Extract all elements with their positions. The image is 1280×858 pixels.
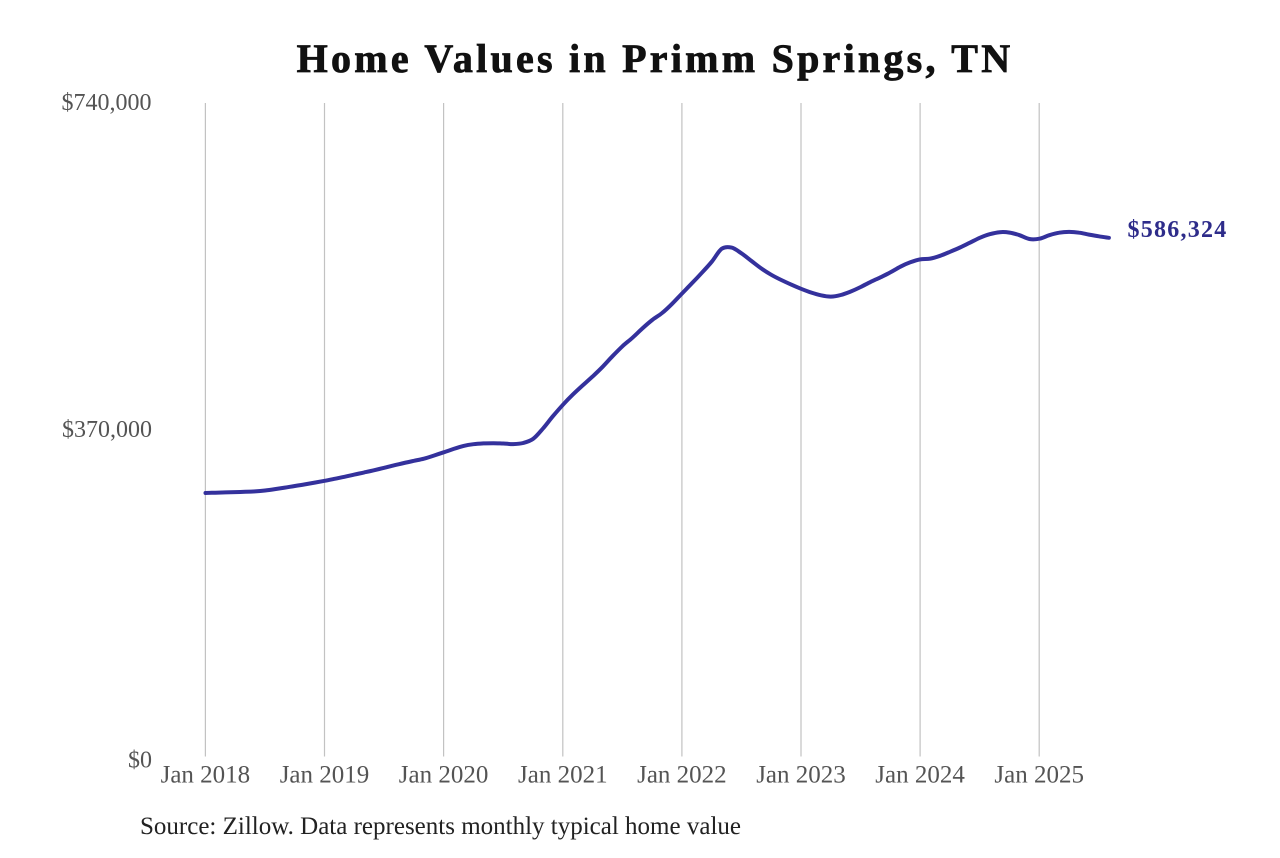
- svg-text:Jan 2021: Jan 2021: [518, 762, 608, 789]
- svg-text:Jan 2025: Jan 2025: [994, 762, 1084, 789]
- svg-text:Jan 2023: Jan 2023: [756, 762, 846, 789]
- svg-text:$370,000: $370,000: [62, 417, 152, 443]
- svg-text:Jan 2024: Jan 2024: [875, 762, 965, 789]
- svg-text:$0: $0: [128, 748, 152, 774]
- svg-text:Jan 2020: Jan 2020: [399, 762, 489, 789]
- svg-text:$740,000: $740,000: [62, 90, 152, 116]
- svg-text:Jan 2018: Jan 2018: [161, 762, 251, 789]
- svg-text:Jan 2022: Jan 2022: [637, 762, 727, 789]
- svg-text:Source: Zillow. Data represent: Source: Zillow. Data represents monthly …: [140, 813, 741, 840]
- svg-text:Home Values in Primm Springs,: Home Values in Primm Springs, TN: [297, 36, 1014, 81]
- svg-text:$586,324: $586,324: [1128, 217, 1228, 243]
- svg-text:Jan 2019: Jan 2019: [280, 762, 370, 789]
